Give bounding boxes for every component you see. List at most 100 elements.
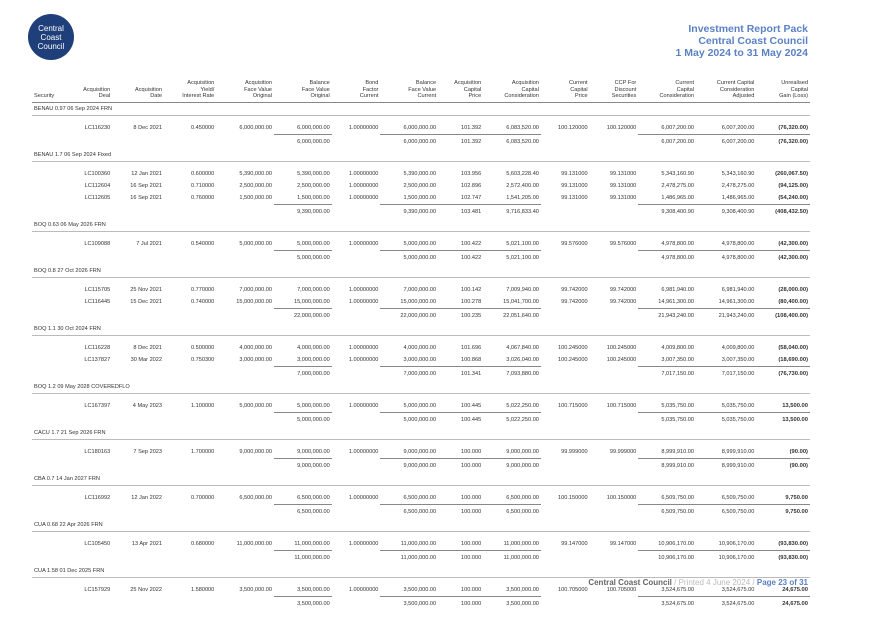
subtotal-cell: 100.000 — [438, 549, 484, 565]
empty-cell — [32, 296, 67, 309]
empty-cell — [332, 596, 381, 611]
holding-cell: 100.868 — [460, 356, 482, 363]
holding-cell: 9,000,000.00 — [239, 449, 273, 456]
empty-cell — [32, 204, 67, 219]
holding-cell: 1,500,000.00 — [403, 194, 437, 201]
holding-cell: LC167397 — [84, 403, 111, 410]
holding-cell: 3,524,675.00 — [721, 586, 755, 593]
holding-cell: 3,026,040.00 — [506, 356, 539, 363]
holding-row: LC100360 12 Jan 2021 0.600000 5,390,000.00 5… — [32, 168, 810, 180]
holding-cell: LC112604 — [84, 182, 111, 189]
empty-cell — [32, 134, 67, 149]
empty-cell — [216, 596, 274, 611]
holding-cell: 6,509,750.00 — [721, 494, 755, 501]
holding-cell: 12 Jan 2022 — [131, 495, 163, 502]
column-header: Current Capital Consideration — [638, 80, 697, 103]
holding-cell: 101.392 — [460, 124, 482, 131]
holding-cell: (90.00) — [789, 448, 808, 455]
column-header: CCP For Discount Securities — [589, 80, 639, 103]
security-row: BOQ 1.1 30 Oct 2024 FRN — [32, 322, 810, 336]
subtotal-cell: 6,000,000.00 — [274, 133, 332, 149]
logo-line: Coast — [40, 32, 62, 42]
holding-cell: 0.760000 — [190, 195, 215, 202]
holding-cell: 100.245000 — [606, 357, 637, 364]
holding-cell: 10,906,170.00 — [718, 540, 755, 547]
holding-cell: 0.710000 — [190, 182, 215, 189]
holding-cell: 1,541,205.00 — [506, 194, 539, 201]
security-row: BENAU 0.97 06 Sep 2024 FRN — [32, 102, 810, 116]
security-row: BENAU 1.7 06 Sep 2024 Fixed — [32, 148, 810, 162]
holding-cell: 5,000,000.00 — [239, 403, 273, 410]
holding-row: LC116445 15 Dec 2021 0.740000 15,000,000.00… — [32, 296, 810, 309]
empty-cell — [332, 366, 381, 381]
empty-cell — [32, 250, 67, 265]
holding-cell: 30 Mar 2022 — [130, 357, 163, 364]
subtotal-row: 3,500,000.00 3,500,000.00 100.000 3,500,000… — [32, 595, 810, 611]
subtotal-row: 5,000,000.00 5,000,000.00 100.445 5,022,250… — [32, 411, 810, 427]
subtotal-cell: 7,017,150.00 — [638, 365, 697, 381]
holding-cell: 16 Sep 2021 — [130, 195, 163, 202]
subtotal-cell: 9,000,000.00 — [380, 457, 439, 473]
holding-cell: LC116230 — [84, 125, 111, 132]
holding-cell: 5,000,000.00 — [403, 240, 437, 247]
holding-cell: 24,675.00 — [782, 586, 808, 593]
holding-cell: (93,830.00) — [778, 540, 808, 547]
report-org: Central Coast Council — [698, 35, 808, 47]
holding-cell: 100.000 — [460, 586, 482, 593]
holding-row: LC115705 25 Nov 2021 0.770000 7,000,000.00 7… — [32, 284, 810, 296]
holding-cell: 102.896 — [460, 182, 482, 189]
empty-cell — [67, 550, 112, 565]
holding-cell: 5,390,000.00 — [297, 170, 330, 177]
holding-cell: 100.120000 — [606, 125, 637, 132]
subtotal-cell: 5,035,750.00 — [696, 411, 757, 427]
holding-cell: 3,007,350.00 — [661, 356, 695, 363]
holding-cell: 100.142 — [460, 286, 482, 293]
holding-cell: 100.000 — [460, 448, 482, 455]
holding-cell: 5,603,228.40 — [506, 170, 539, 177]
holding-cell: 1.00000000 — [348, 587, 379, 594]
holding-cell: 100.422 — [460, 240, 482, 247]
holding-cell: LC180163 — [84, 449, 111, 456]
empty-cell — [332, 412, 381, 427]
subtotal-cell: 3,500,000.00 — [380, 595, 439, 611]
empty-cell — [164, 204, 216, 219]
holding-row: LC116230 8 Dec 2021 0.450000 6,000,000.00 6,… — [32, 122, 810, 135]
subtotal-cell: 100.000 — [438, 457, 484, 473]
security-row: CUA 1.58 01 Dec 2025 FRN — [32, 564, 810, 578]
security-name: BENAU 1.7 06 Sep 2024 Fixed — [32, 148, 810, 162]
empty-cell — [164, 366, 216, 381]
holding-cell: 6,000,000.00 — [239, 125, 273, 132]
security-row: BOQ 0.8 27 Oct 2026 FRN — [32, 264, 810, 278]
empty-cell — [112, 412, 164, 427]
empty-cell — [67, 458, 112, 473]
empty-cell — [590, 204, 639, 219]
holding-cell: 6,981,940.00 — [721, 286, 755, 293]
subtotal-row: 9,000,000.00 9,000,000.00 100.000 9,000,000… — [32, 457, 810, 473]
holding-cell: 6,007,200.00 — [721, 124, 755, 131]
report-period: 1 May 2024 to 31 May 2024 — [675, 47, 808, 59]
subtotal-cell: 10,906,170.00 — [638, 549, 697, 565]
holding-cell: 15,000,000.00 — [293, 298, 330, 305]
holding-cell: 1.00000000 — [348, 344, 379, 351]
holding-cell: 0.600000 — [190, 170, 215, 177]
empty-cell — [32, 596, 67, 611]
subtotal-cell: 5,021,100.00 — [483, 249, 541, 265]
footer-printed: / Printed 4 June 2024 / — [671, 578, 757, 587]
column-header: Unrealised Capital Gain (Loss) — [756, 80, 810, 103]
holding-cell: 99.742000 — [561, 299, 588, 306]
empty-cell — [112, 308, 164, 323]
subtotal-cell: 4,978,800.00 — [638, 249, 697, 265]
holding-cell: 5,390,000.00 — [239, 170, 273, 177]
holding-cell: 5,000,000.00 — [297, 240, 330, 247]
empty-cell — [32, 400, 67, 413]
subtotal-cell: 5,035,750.00 — [638, 411, 697, 427]
subtotal-cell: 100.000 — [438, 595, 484, 611]
holding-cell: LC116992 — [84, 495, 111, 502]
column-header: Balance Face Value Original — [274, 80, 332, 103]
holding-cell: 15,000,000.00 — [236, 299, 273, 306]
holding-cell: 0.540000 — [190, 241, 215, 248]
subtotal-row: 11,000,000.00 11,000,000.00 100.000 11,000,… — [32, 549, 810, 565]
security-row: CACU 1.7 21 Sep 2026 FRN — [32, 426, 810, 440]
empty-cell — [112, 458, 164, 473]
empty-cell — [541, 458, 590, 473]
